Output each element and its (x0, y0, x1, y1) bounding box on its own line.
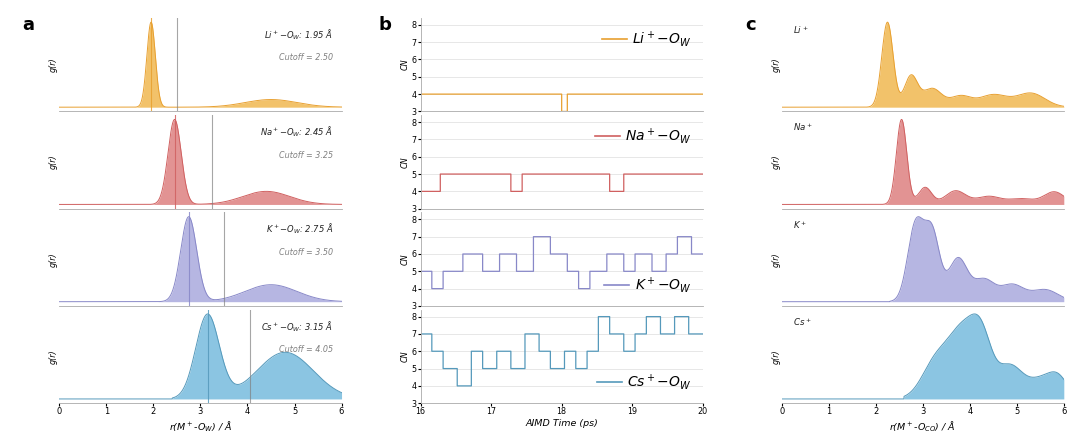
Text: $\mathit{Cs}^+$$-$$\mathit{O}_W$: 3.15 Å: $\mathit{Cs}^+$$-$$\mathit{O}_W$: 3.15 Å (261, 319, 333, 334)
Text: $\mathit{K}^+$: $\mathit{K}^+$ (793, 219, 807, 231)
Text: $\mathit{Cs}^+$: $\mathit{Cs}^+$ (793, 316, 811, 328)
Text: Cutoff = 4.05: Cutoff = 4.05 (279, 345, 333, 354)
Y-axis label: CN: CN (401, 59, 409, 70)
Text: Cutoff = 3.50: Cutoff = 3.50 (279, 248, 333, 257)
Text: Cutoff = 3.25: Cutoff = 3.25 (279, 151, 333, 159)
Legend: $\mathit{K}^+$$-$$\mathit{O}_W$: $\mathit{K}^+$$-$$\mathit{O}_W$ (600, 271, 696, 299)
Y-axis label: g(r): g(r) (771, 349, 780, 364)
X-axis label: r($\mathit{M}^+$-$\mathit{O}_W$) / Å: r($\mathit{M}^+$-$\mathit{O}_W$) / Å (168, 419, 232, 434)
Y-axis label: g(r): g(r) (49, 57, 58, 72)
Text: $\mathit{K}^+$$-$$\mathit{O}_W$: 2.75 Å: $\mathit{K}^+$$-$$\mathit{O}_W$: 2.75 Å (266, 222, 333, 236)
Legend: $\mathit{Cs}^+$$-$$\mathit{O}_W$: $\mathit{Cs}^+$$-$$\mathit{O}_W$ (593, 368, 696, 396)
Y-axis label: g(r): g(r) (771, 57, 780, 72)
Legend: $\mathit{Li}^+$$-$$\mathit{O}_W$: $\mathit{Li}^+$$-$$\mathit{O}_W$ (597, 25, 696, 53)
Legend: $\mathit{Na}^+$$-$$\mathit{O}_W$: $\mathit{Na}^+$$-$$\mathit{O}_W$ (591, 122, 696, 150)
Y-axis label: g(r): g(r) (49, 155, 58, 169)
Text: b: b (378, 16, 391, 34)
Text: $\mathit{Li}^+$$-$$\mathit{O}_W$: 1.95 Å: $\mathit{Li}^+$$-$$\mathit{O}_W$: 1.95 Å (265, 27, 333, 42)
Text: $\mathit{Na}^+$$-$$\mathit{O}_W$: 2.45 Å: $\mathit{Na}^+$$-$$\mathit{O}_W$: 2.45 Å (260, 125, 333, 139)
Y-axis label: CN: CN (401, 351, 409, 362)
Y-axis label: g(r): g(r) (49, 349, 58, 364)
X-axis label: AIMD Time (ps): AIMD Time (ps) (525, 419, 598, 428)
Text: $\mathit{Li}^+$: $\mathit{Li}^+$ (793, 25, 809, 36)
X-axis label: r($\mathit{M}^+$-$\mathit{O}_{CO}$) / Å: r($\mathit{M}^+$-$\mathit{O}_{CO}$) / Å (889, 419, 956, 434)
Y-axis label: g(r): g(r) (49, 252, 58, 267)
Text: c: c (745, 16, 756, 34)
Text: Cutoff = 2.50: Cutoff = 2.50 (279, 53, 333, 62)
Y-axis label: CN: CN (401, 156, 409, 168)
Y-axis label: g(r): g(r) (771, 252, 780, 267)
Text: $\mathit{Na}^+$: $\mathit{Na}^+$ (793, 122, 813, 134)
Y-axis label: CN: CN (401, 254, 409, 265)
Text: a: a (23, 16, 35, 34)
Y-axis label: g(r): g(r) (771, 155, 780, 169)
